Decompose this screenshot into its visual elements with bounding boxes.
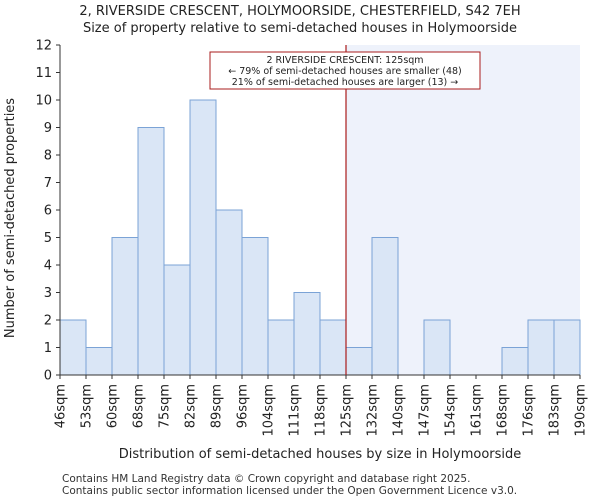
bar-68sqm [137,127,165,376]
bar-89sqm [215,209,243,376]
y-tick-label: 5 [44,231,52,246]
x-tick-label: 125sqm [340,384,355,437]
y-axis-title: Number of semi-detached properties [3,98,18,338]
bar-96sqm [241,237,269,376]
x-tick-label: 104sqm [262,384,277,437]
bar-132sqm [371,237,399,376]
x-tick-label: 183sqm [548,384,563,437]
y-tick-label: 6 [44,204,52,219]
bar-111sqm [293,292,321,376]
chart-subtitle: Size of property relative to semi-detach… [82,21,518,36]
y-tick-label: 12 [35,39,52,54]
x-tick-label: 111sqm [288,384,303,437]
y-tick-label: 4 [44,259,52,274]
x-tick-label: 60sqm [106,384,121,428]
bar-82sqm [189,99,217,376]
y-tick-label: 2 [44,314,52,329]
y-tick-label: 7 [44,176,52,191]
bar-125sqm [345,347,373,376]
x-tick-label: 140sqm [392,384,407,437]
footer-line-1: Contains HM Land Registry data © Crown c… [62,473,471,485]
bar-53sqm [85,347,113,376]
y-tick-label: 9 [44,121,52,136]
x-tick-label: 96sqm [236,384,251,428]
x-tick-label: 75sqm [158,384,173,428]
x-tick-label: 132sqm [366,384,381,437]
y-tick-label: 1 [44,341,52,356]
annotation-line-3: 21% of semi-detached houses are larger (… [232,77,459,88]
bar-168sqm [501,347,529,376]
x-tick-label: 46sqm [54,384,69,428]
x-tick-label: 118sqm [314,384,329,437]
bar-46sqm [59,319,87,376]
y-tick-label: 3 [44,286,52,301]
annotation-line-2: ← 79% of semi-detached houses are smalle… [228,66,462,77]
y-tick-label: 8 [44,149,52,164]
bar-60sqm [111,237,139,376]
bar-176sqm [527,319,555,376]
x-tick-label: 154sqm [444,384,459,437]
bar-183sqm [553,319,581,376]
bar-118sqm [319,319,347,376]
footer-line-2: Contains public sector information licen… [62,485,518,497]
y-tick-label: 10 [35,94,52,109]
x-tick-label: 53sqm [80,384,95,428]
annotation-line-1: 2 RIVERSIDE CRESCENT: 125sqm [266,55,423,66]
x-tick-label: 168sqm [496,384,511,437]
x-tick-label: 68sqm [132,384,147,428]
chart-title: 2, RIVERSIDE CRESCENT, HOLYMOORSIDE, CHE… [79,4,521,19]
annotation-box [209,51,481,90]
bar-104sqm [267,319,295,376]
x-axis-title: Distribution of semi-detached houses by … [119,447,522,462]
bar-147sqm [423,319,451,376]
x-tick-label: 147sqm [418,384,433,437]
x-tick-label: 89sqm [210,384,225,428]
bar-75sqm [163,264,191,376]
x-tick-label: 82sqm [184,384,199,428]
x-tick-label: 176sqm [522,384,537,437]
x-tick-label: 161sqm [470,384,485,437]
y-tick-label: 11 [35,66,52,81]
x-tick-label: 190sqm [574,384,589,437]
y-tick-label: 0 [44,369,52,384]
